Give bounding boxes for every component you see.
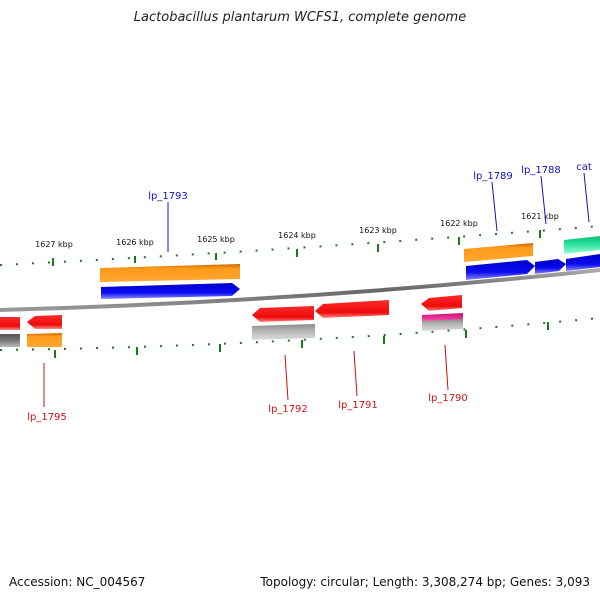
cds-feature-lp-1792[interactable] bbox=[252, 306, 314, 322]
gene-label-lp-1792[interactable]: lp_1792 bbox=[268, 404, 308, 415]
label-leader bbox=[540, 175, 547, 225]
inner-ruler bbox=[0, 317, 600, 358]
outer-ruler bbox=[0, 225, 600, 266]
cds-feature-lp-1789[interactable] bbox=[466, 260, 535, 280]
gene-label-lp-1791[interactable]: lp_1791 bbox=[338, 400, 378, 411]
tick-label: 1623 kbp bbox=[359, 226, 397, 235]
tick-labels: 1627 kbp 1626 kbp 1625 kbp 1624 kbp 1623… bbox=[35, 212, 559, 249]
cds-feature-grey[interactable] bbox=[252, 324, 315, 340]
label-leader bbox=[284, 354, 289, 401]
accession-text: Accession: NC_004567 bbox=[9, 575, 146, 589]
label-leader bbox=[491, 181, 498, 232]
cds-feature-lp-1795[interactable] bbox=[27, 315, 62, 329]
cds-feature-lp-1790[interactable] bbox=[421, 295, 462, 311]
forward-gene-labels: lp_1793 lp_1789 lp_1788 cat bbox=[148, 162, 592, 252]
cds-feature-lp-1788[interactable] bbox=[535, 259, 566, 274]
tick-label: 1621 kbp bbox=[521, 212, 559, 221]
gene-label-lp-1790[interactable]: lp_1790 bbox=[428, 393, 468, 404]
tick-label: 1624 kbp bbox=[278, 231, 316, 240]
cds-feature-lp-1793[interactable] bbox=[101, 283, 240, 299]
cds-feature-cat[interactable] bbox=[564, 236, 600, 254]
reverse-strand-features bbox=[0, 295, 463, 347]
gene-label-lp-1793[interactable]: lp_1793 bbox=[148, 191, 188, 202]
gene-label-lp-1789[interactable]: lp_1789 bbox=[473, 171, 513, 182]
tick-label: 1627 kbp bbox=[35, 240, 73, 249]
tick-label: 1622 kbp bbox=[440, 219, 478, 228]
label-leader bbox=[353, 350, 358, 397]
cds-feature-grey-edge[interactable] bbox=[0, 334, 20, 347]
genome-summary-text: Topology: circular; Length: 3,308,274 bp… bbox=[260, 575, 590, 589]
cds-feature-red-edge[interactable] bbox=[0, 317, 20, 330]
gene-label-lp-1795[interactable]: lp_1795 bbox=[27, 412, 67, 423]
genome-backbone bbox=[0, 268, 600, 312]
cds-feature-lp-1791[interactable] bbox=[315, 300, 389, 318]
cds-feature-orange[interactable] bbox=[100, 264, 240, 282]
tick-label: 1625 kbp bbox=[197, 235, 235, 244]
cds-feature-orange-3[interactable] bbox=[27, 333, 62, 347]
cds-feature-blue-edge[interactable] bbox=[566, 254, 600, 271]
label-leader bbox=[583, 172, 590, 223]
cds-feature-orange-2[interactable] bbox=[464, 243, 533, 262]
map-title: Lactobacillus plantarum WCFS1, complete … bbox=[133, 10, 467, 25]
reverse-gene-labels: lp_1795 lp_1792 lp_1791 lp_1790 bbox=[27, 344, 468, 423]
forward-strand-features bbox=[100, 236, 600, 299]
tick-label: 1626 kbp bbox=[116, 238, 154, 247]
gene-label-cat[interactable]: cat bbox=[576, 162, 592, 173]
cds-feature-grey-2[interactable] bbox=[422, 319, 463, 331]
gene-label-lp-1788[interactable]: lp_1788 bbox=[521, 165, 561, 176]
label-leader bbox=[444, 344, 449, 391]
